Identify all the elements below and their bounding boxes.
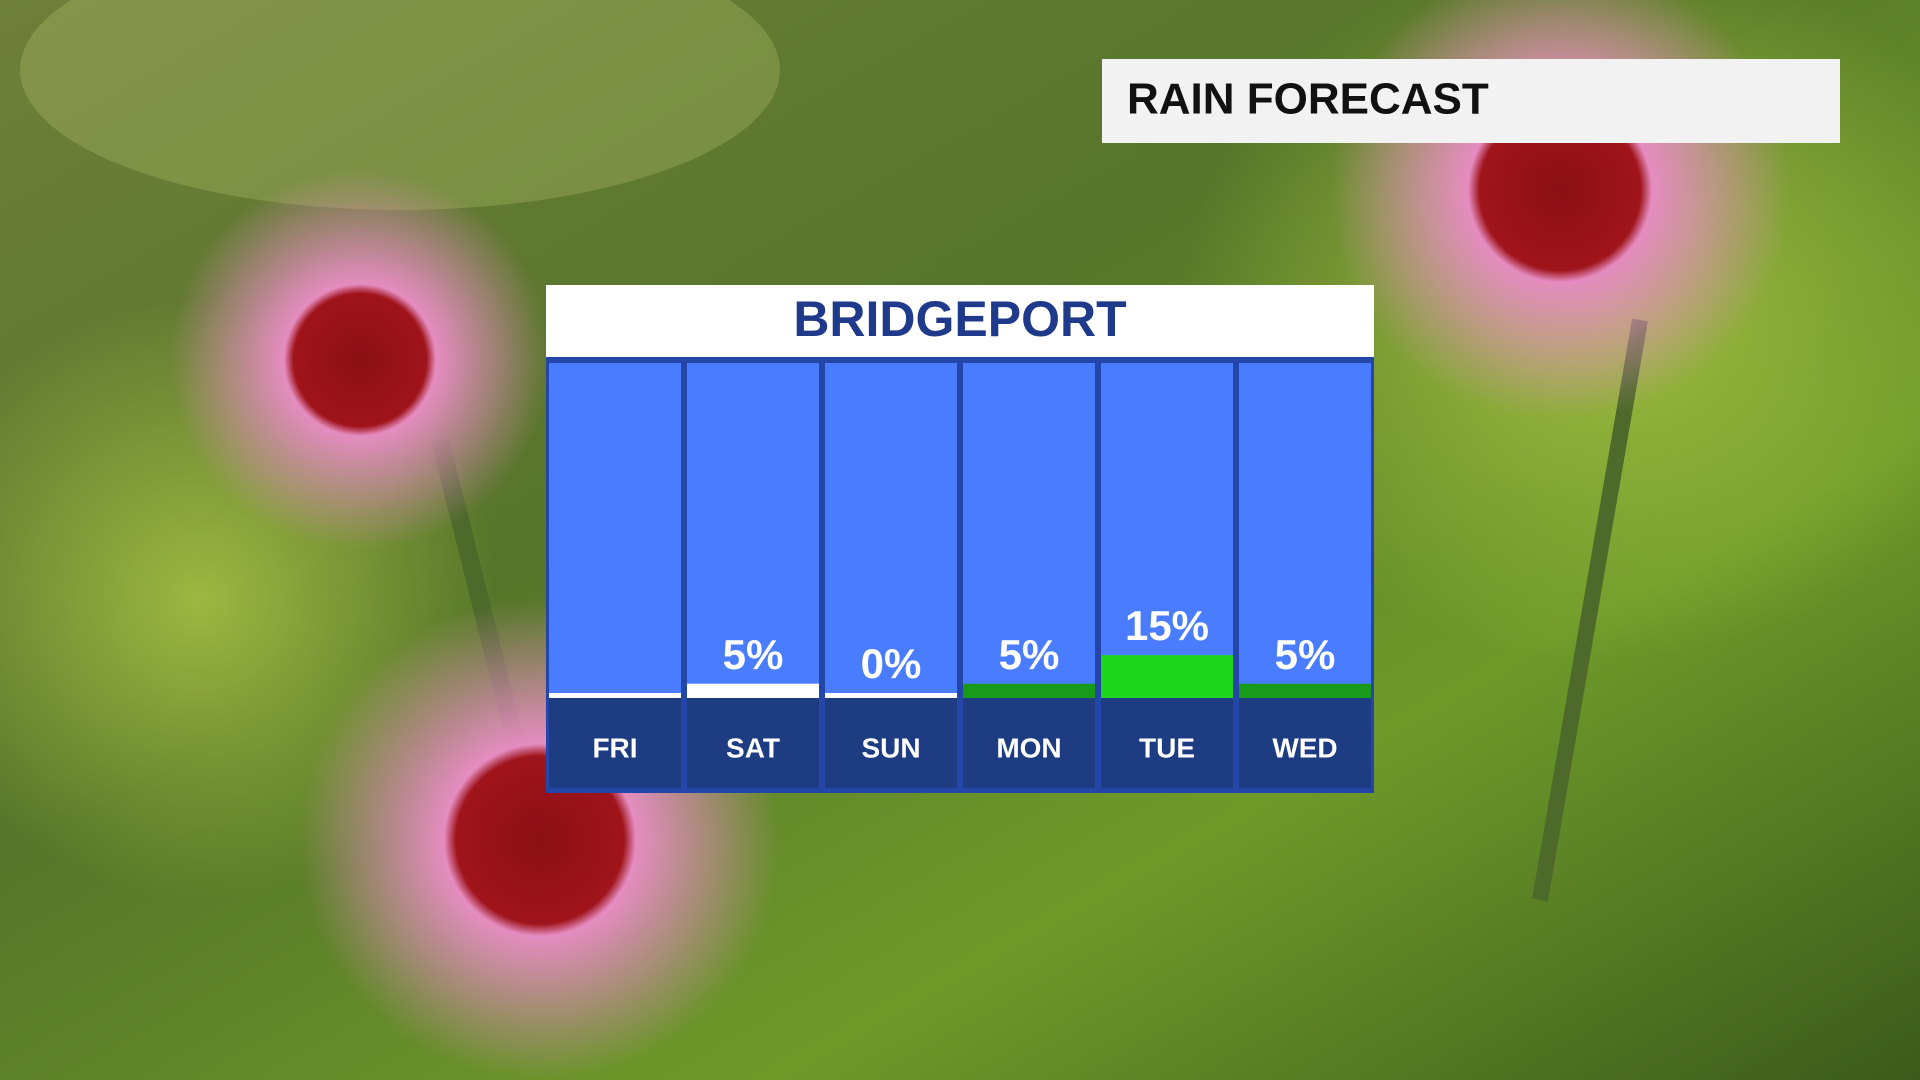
- value-label: 5%: [1275, 631, 1336, 678]
- day-cell: [687, 698, 819, 788]
- x-tick-label: FRI: [592, 732, 637, 763]
- bar: [963, 683, 1095, 698]
- x-tick-label: SAT: [726, 732, 780, 763]
- column: [963, 363, 1095, 698]
- chart-title: BRIDGEPORT: [793, 291, 1126, 347]
- value-label: 0%: [861, 640, 922, 687]
- bar: [549, 693, 681, 698]
- bar: [1101, 655, 1233, 698]
- value-label: 5%: [999, 631, 1060, 678]
- column: [549, 363, 681, 698]
- column: [1239, 363, 1371, 698]
- day-cell: [1101, 698, 1233, 788]
- day-cell: [825, 698, 957, 788]
- panel: [546, 357, 1374, 793]
- x-tick-label: WED: [1272, 732, 1337, 763]
- value-label: 5%: [723, 631, 784, 678]
- day-cell: [549, 698, 681, 788]
- value-label: 15%: [1125, 602, 1209, 649]
- day-cell: [1239, 698, 1371, 788]
- header-title: RAIN FORECAST: [1127, 75, 1489, 124]
- column: [1101, 363, 1233, 698]
- bar: [1239, 683, 1371, 698]
- x-tick-label: SUN: [861, 732, 920, 763]
- panel-title-box: [546, 285, 1374, 357]
- column: [825, 363, 957, 698]
- day-cell: [963, 698, 1095, 788]
- bar: [825, 693, 957, 698]
- bar: [687, 683, 819, 698]
- x-tick-label: MON: [996, 732, 1061, 763]
- column: [687, 363, 819, 698]
- x-tick-label: TUE: [1139, 732, 1195, 763]
- header-box: [1102, 59, 1840, 143]
